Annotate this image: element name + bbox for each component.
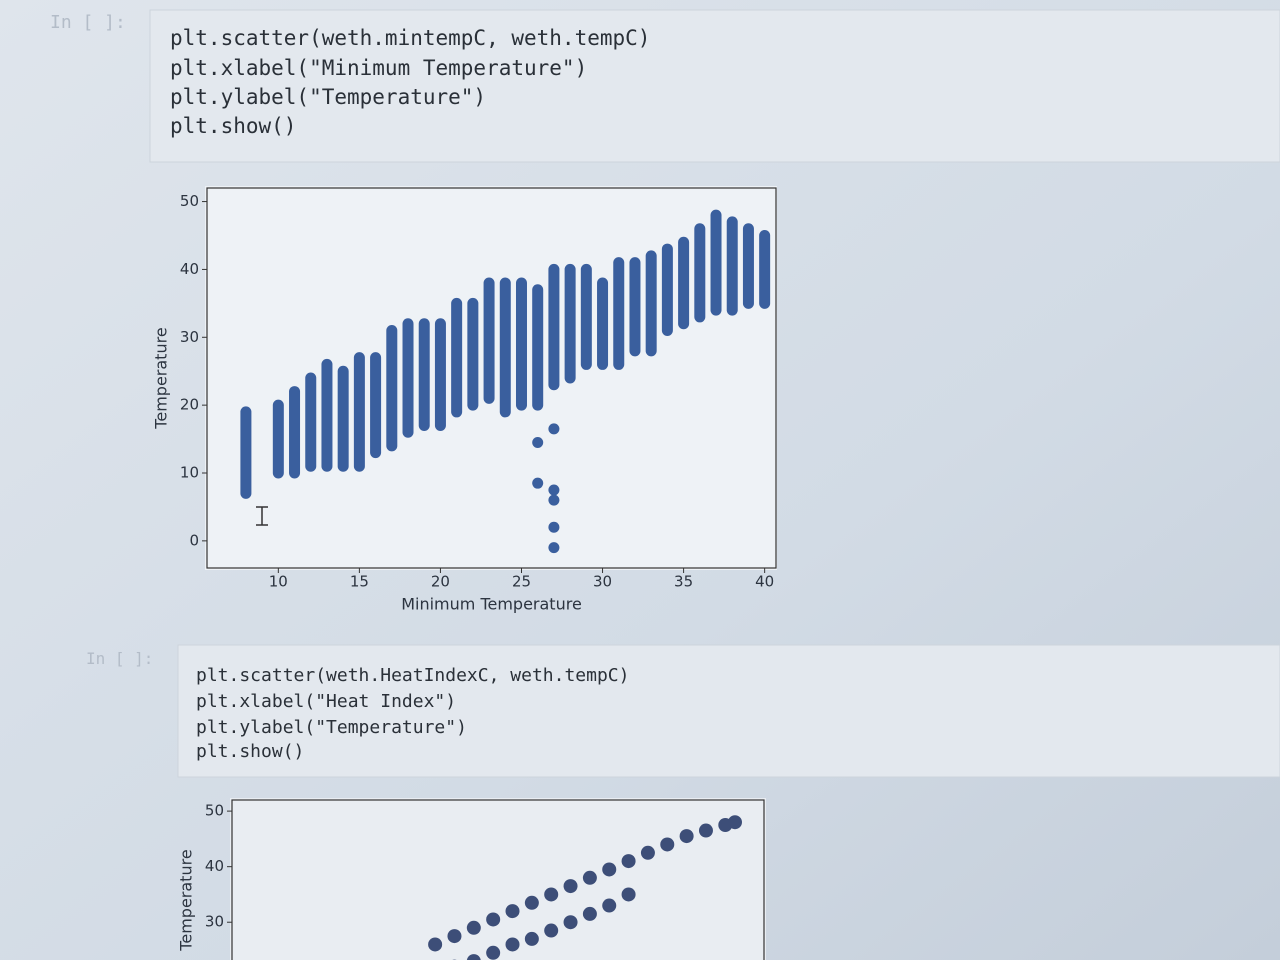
point [563,879,578,894]
point [548,521,560,533]
x-tick-label: 30 [593,573,612,591]
code-line: plt.scatter(weth.HeatIndexC, weth.tempC) [196,665,629,686]
point [532,436,544,448]
point [621,854,636,869]
y-tick-label: 40 [205,857,224,875]
x-tick-label: 35 [674,573,693,591]
point [621,887,636,902]
text-cursor [256,506,268,526]
point [548,423,560,435]
point [548,494,560,506]
x-tick-label: 25 [512,573,531,591]
code-line: plt.ylabel("Temperature") [196,717,467,738]
x-tick-label: 15 [350,573,369,591]
point [582,906,597,921]
point [532,477,544,489]
code-line: plt.show() [196,741,304,762]
code-line: plt.scatter(weth.mintempC, weth.tempC) [170,26,650,50]
code-line: plt.ylabel("Temperature") [170,85,486,109]
point [544,923,559,938]
x-tick-label: 10 [269,573,288,591]
y-axis-label: Temperature [152,327,171,429]
y-axis-label: Temperature [177,849,196,951]
point [505,904,520,919]
point [466,954,481,960]
point [505,937,520,952]
point [640,845,655,860]
code-line: plt.xlabel("Minimum Temperature") [170,56,587,80]
y-tick-label: 50 [205,802,224,820]
x-tick-label: 20 [431,573,450,591]
point [428,937,443,952]
point [524,931,539,946]
point [563,915,578,930]
code-cell[interactable] [177,644,1280,778]
point [548,484,560,496]
point [486,945,501,960]
x-axis-label: Minimum Temperature [401,595,582,614]
point [524,895,539,910]
y-tick-label: 30 [205,913,224,931]
plot-frame [231,799,765,960]
point [602,898,617,913]
y-tick-label: 0 [189,531,199,549]
point [660,837,675,852]
code-line: plt.xlabel("Heat Index") [196,691,456,712]
point [698,823,713,838]
prompt: In [ ]: [86,649,153,668]
point [582,870,597,885]
code-cell[interactable] [149,9,1280,163]
point [544,887,559,902]
point [486,912,501,927]
y-tick-label: 10 [180,464,199,482]
point [447,929,462,944]
point [602,862,617,877]
plot-area [230,798,766,960]
code-line: plt.show() [170,114,296,138]
point [727,815,742,830]
plot-frame [206,187,777,569]
y-tick-label: 40 [180,260,199,278]
y-tick-label: 50 [180,192,199,210]
y-tick-label: 30 [180,328,199,346]
x-tick-label: 40 [755,573,774,591]
point [548,542,560,554]
point [679,829,694,844]
y-tick-label: 20 [180,396,199,414]
prompt: In [ ]: [50,12,126,33]
point [466,920,481,935]
